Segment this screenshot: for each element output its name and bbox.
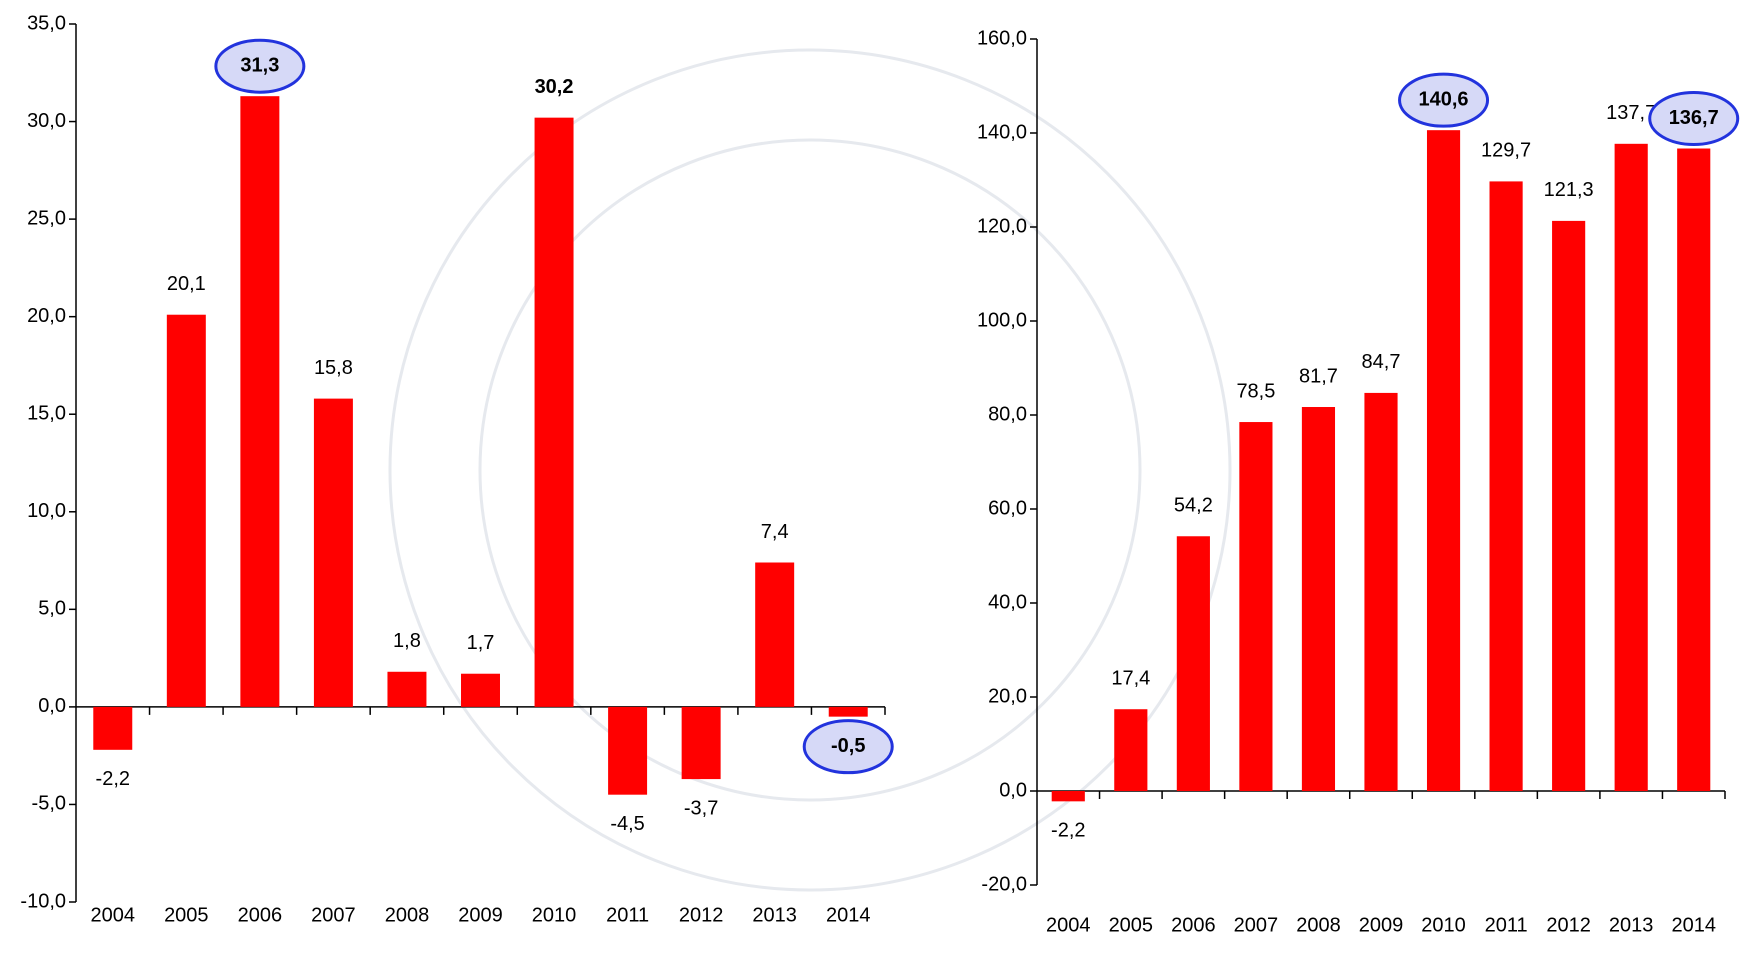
data-label: -4,5 [610,813,644,835]
bar [1051,791,1085,802]
y-tick-label: 160,0 [977,27,1027,49]
x-tick-label: 2013 [1609,914,1654,936]
x-tick-label: 2007 [311,904,356,926]
bar [1239,422,1273,791]
bar [828,706,868,717]
y-tick-label: 60,0 [988,497,1027,519]
y-tick-label: 0,0 [38,695,66,717]
bar [1301,407,1336,791]
data-label: 15,8 [314,357,353,379]
data-label: 78,5 [1236,380,1275,402]
x-tick-label: 2006 [1171,914,1216,936]
bar [1677,148,1711,791]
x-tick-label: 2010 [1421,914,1466,936]
y-tick-label: 5,0 [38,598,66,620]
y-tick-label: 35,0 [27,12,66,34]
data-label: 54,2 [1174,495,1213,517]
data-label: 140,6 [1419,88,1469,110]
data-label: 17,4 [1111,668,1150,690]
data-label: 136,7 [1669,107,1719,129]
y-tick-label: -20,0 [981,873,1027,895]
data-label: 20,1 [167,273,206,295]
x-tick-label: 2014 [826,904,871,926]
y-tick-label: -10,0 [20,890,66,912]
data-label: 81,7 [1299,365,1338,387]
data-label: -2,2 [1051,820,1085,842]
y-tick-label: 80,0 [988,403,1027,425]
highlight [214,38,306,94]
data-label: 1,8 [393,630,421,652]
bar [1426,130,1461,791]
data-label: 84,7 [1362,351,1401,373]
bar [1364,392,1398,791]
bar [1176,536,1210,791]
x-tick-label: 2008 [1296,914,1341,936]
x-tick-label: 2004 [91,904,136,926]
y-tick-label: 20,0 [988,685,1027,707]
bar [166,314,206,707]
bar [387,671,427,707]
x-tick-label: 2005 [164,904,209,926]
bar [681,706,721,780]
bar [240,96,280,707]
highlight [802,719,894,775]
data-label: 30,2 [535,76,574,98]
x-tick-label: 2013 [752,904,797,926]
bar [755,562,795,707]
bar [461,673,500,707]
data-label: -0,5 [831,735,865,757]
data-label: -3,7 [684,797,718,819]
x-tick-label: 2014 [1671,914,1716,936]
y-tick-label: 20,0 [27,305,66,327]
watermark [388,48,1232,892]
bar [313,398,353,707]
bar [1489,181,1523,791]
data-label: 7,4 [761,521,789,543]
y-tick-label: 40,0 [988,591,1027,613]
y-tick-label: 0,0 [999,779,1027,801]
y-tick-label: -5,0 [32,793,66,815]
y-tick-label: 15,0 [27,403,66,425]
x-tick-label: 2004 [1046,914,1091,936]
bar [1114,709,1148,791]
x-tick-label: 2007 [1234,914,1279,936]
data-label: 129,7 [1481,140,1531,162]
highlight [1648,91,1740,147]
data-label: 121,3 [1544,179,1594,201]
x-tick-label: 2008 [385,904,430,926]
x-tick-label: 2011 [1485,914,1528,936]
data-label: 1,7 [467,632,495,654]
x-tick-label: 2005 [1109,914,1154,936]
bar [1552,220,1586,791]
bar [608,706,648,795]
highlight [1398,72,1490,128]
x-tick-label: 2012 [1546,914,1591,936]
x-tick-label: 2009 [1359,914,1404,936]
x-tick-label: 2012 [679,904,724,926]
y-tick-label: 140,0 [977,121,1027,143]
bar [93,706,133,750]
data-label: 31,3 [240,54,279,76]
y-tick-label: 25,0 [27,207,66,229]
bar [534,117,574,707]
y-tick-label: 10,0 [27,500,66,522]
x-tick-label: 2011 [606,904,649,926]
y-tick-label: 120,0 [977,215,1027,237]
x-tick-label: 2010 [532,904,577,926]
x-tick-label: 2009 [458,904,503,926]
y-tick-label: 100,0 [977,309,1027,331]
data-label: 137,7 [1606,102,1656,124]
data-label: -2,2 [96,768,130,790]
y-tick-label: 30,0 [27,110,66,132]
bar [1614,143,1648,791]
x-tick-label: 2006 [238,904,283,926]
